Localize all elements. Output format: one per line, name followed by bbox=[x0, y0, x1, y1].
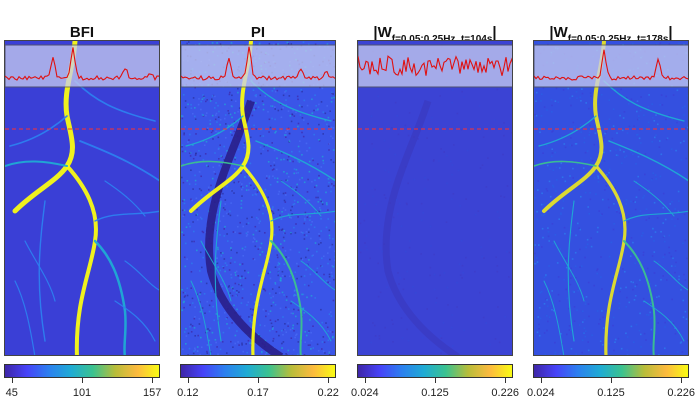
panel-w178: |Wf=0.05:0.25Hz, t=178s| 0.024 0.125 0.226 bbox=[527, 0, 695, 420]
colorbar-tick-label: 0.12 bbox=[177, 387, 199, 399]
colorbar-tick-label: 0.125 bbox=[421, 387, 449, 399]
colorbar-tick-label: 0.17 bbox=[247, 387, 269, 399]
colorbar-tick bbox=[328, 378, 330, 383]
colorbar-tick bbox=[505, 378, 507, 383]
colorbar-tick bbox=[364, 378, 366, 383]
colorbar-tick-label: 45 bbox=[5, 387, 18, 399]
colorbar-tick bbox=[540, 378, 542, 383]
colorbar-tick-label: 157 bbox=[143, 387, 162, 399]
colorbar bbox=[180, 364, 336, 378]
colorbar bbox=[533, 364, 689, 378]
colorbar-tick bbox=[11, 378, 13, 383]
panel-title: BFI bbox=[4, 24, 160, 41]
colorbar-tick bbox=[611, 378, 612, 383]
colorbar bbox=[4, 364, 160, 378]
colorbar-tick-label: 0.024 bbox=[527, 387, 555, 399]
colorbar-tick-label: 0.125 bbox=[597, 387, 625, 399]
image-map bbox=[4, 40, 160, 356]
colorbar-tick bbox=[258, 378, 259, 383]
colorbar-tick-label: 0.226 bbox=[491, 387, 519, 399]
panel-title-subscript: f=0.05:0.25Hz, t=178s bbox=[567, 34, 669, 45]
image-map bbox=[357, 40, 513, 356]
panel-title: |Wf=0.05:0.25Hz, t=104s| bbox=[357, 24, 513, 45]
panel-title-suffix: | bbox=[668, 24, 673, 41]
panel-title-subscript: f=0.05:0.25Hz, t=104s bbox=[391, 34, 493, 45]
colorbar-tick-label: 101 bbox=[72, 387, 92, 399]
colorbar-tick bbox=[435, 378, 436, 383]
panel-title-main: PI bbox=[250, 24, 266, 41]
colorbar-tick bbox=[187, 378, 189, 383]
colorbar-tick-label: 0.22 bbox=[317, 387, 339, 399]
panel-title-main: |W bbox=[373, 24, 392, 41]
colorbar bbox=[357, 364, 513, 378]
panel-title-main: BFI bbox=[69, 24, 95, 41]
colorbar-tick-label: 0.226 bbox=[667, 387, 695, 399]
colorbar-tick bbox=[82, 378, 83, 383]
panel-title-main: |W bbox=[549, 24, 568, 41]
image-map bbox=[533, 40, 689, 356]
colorbar-tick-label: 0.024 bbox=[351, 387, 379, 399]
image-map bbox=[180, 40, 336, 356]
panel-title: PI bbox=[180, 24, 336, 41]
panel-bfi: BFI 45 101 157 bbox=[4, 0, 162, 420]
panel-title-suffix: | bbox=[492, 24, 497, 41]
colorbar-tick bbox=[681, 378, 683, 383]
panel-pi: PI 0.12 0.17 0.22 bbox=[177, 0, 339, 420]
panel-title: |Wf=0.05:0.25Hz, t=178s| bbox=[533, 24, 689, 45]
colorbar-tick bbox=[152, 378, 154, 383]
panel-w104: |Wf=0.05:0.25Hz, t=104s| 0.024 0.125 0.226 bbox=[351, 0, 519, 420]
